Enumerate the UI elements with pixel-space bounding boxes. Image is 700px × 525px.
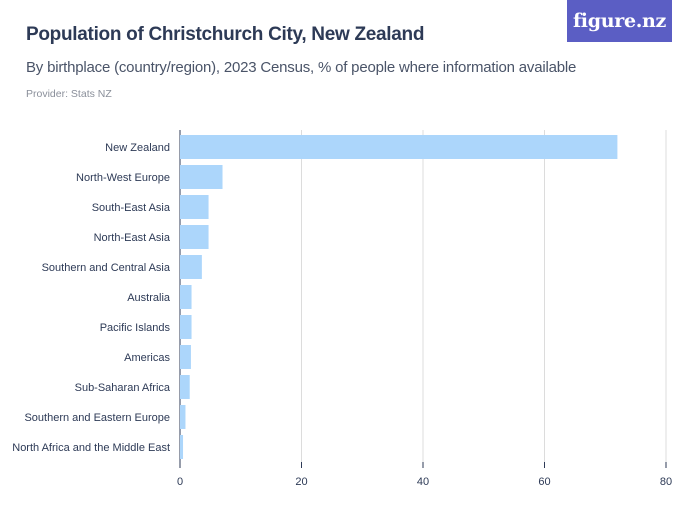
category-labels: New Zealand North-West Europe South-East A… (12, 142, 171, 454)
bar[interactable] (180, 375, 190, 399)
category-label: North Africa and the Middle East (12, 442, 170, 454)
bar[interactable] (180, 255, 202, 279)
category-label: North-West Europe (76, 172, 170, 184)
bar[interactable] (180, 285, 192, 309)
bar[interactable] (180, 195, 209, 219)
x-tick-label: 40 (417, 476, 429, 488)
x-tick-label: 80 (660, 476, 672, 488)
bar[interactable] (180, 135, 618, 159)
category-label: North-East Asia (94, 232, 171, 244)
bar[interactable] (180, 315, 192, 339)
x-tick-label: 0 (177, 476, 183, 488)
grid-lines (179, 130, 667, 468)
category-label: Sub-Saharan Africa (75, 382, 171, 394)
category-label: New Zealand (105, 142, 170, 154)
chart-title: Population of Christchurch City, New Zea… (26, 24, 425, 45)
bar[interactable] (180, 405, 186, 429)
chart-subtitle: By birthplace (country/region), 2023 Cen… (26, 59, 577, 76)
category-label: Australia (127, 292, 171, 304)
provider-label: Provider: Stats NZ (26, 88, 112, 100)
category-label: Southern and Eastern Europe (24, 412, 170, 424)
bar[interactable] (180, 165, 223, 189)
category-label: Southern and Central Asia (42, 262, 171, 274)
x-tick-label: 60 (538, 476, 550, 488)
figure-nz-logo[interactable]: figure.nz (567, 0, 672, 42)
bars (180, 135, 618, 459)
category-label: Pacific Islands (100, 322, 171, 334)
category-label: South-East Asia (92, 202, 171, 214)
bar[interactable] (180, 225, 209, 249)
x-tick-label: 20 (295, 476, 307, 488)
bar[interactable] (180, 345, 191, 369)
category-label: Americas (124, 352, 170, 364)
x-tick-labels: 0 20 40 60 80 (177, 476, 672, 488)
bar[interactable] (180, 435, 184, 459)
